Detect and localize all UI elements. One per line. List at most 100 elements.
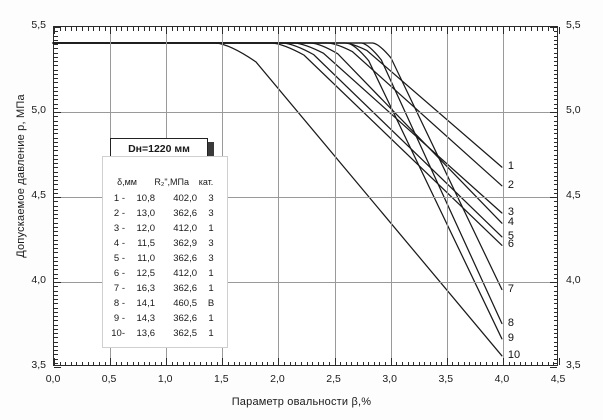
axis-tick	[54, 82, 58, 84]
axis-tick	[54, 44, 58, 45]
legend-header-row: δ,мм R₂",МПа кат.	[103, 177, 227, 187]
axis-tick	[54, 222, 58, 224]
axis-tick	[553, 124, 557, 126]
axis-tick	[54, 299, 58, 300]
axis-tick	[54, 107, 58, 109]
axis-tick	[407, 27, 409, 31]
axis-tick	[553, 341, 557, 343]
axis-tick	[497, 361, 499, 365]
axis-tick	[559, 27, 560, 34]
legend-r2: 362,6	[173, 313, 197, 324]
axis-tick	[54, 95, 58, 96]
legend-delta: 16,3	[136, 283, 156, 294]
axis-tick	[345, 27, 347, 31]
axis-tick	[121, 361, 123, 365]
axis-tick	[491, 27, 493, 31]
axis-tick	[519, 361, 521, 365]
axis-tick	[550, 112, 557, 113]
axis-tick	[306, 361, 308, 365]
axis-tick	[54, 320, 58, 322]
axis-tick	[424, 361, 426, 365]
axis-tick	[54, 328, 58, 330]
axis-tick	[452, 361, 454, 365]
legend-kat: 1	[208, 328, 214, 339]
axis-tick	[553, 163, 557, 164]
axis-tick	[553, 277, 557, 279]
axis-tick	[553, 290, 557, 292]
axis-tick	[553, 235, 557, 237]
axis-tick	[54, 205, 58, 207]
legend-kat: 3	[208, 208, 214, 219]
axis-tick	[553, 218, 557, 220]
x-tick-label: 2,5	[326, 373, 341, 385]
axis-tick	[553, 73, 557, 75]
x-axis-title: Параметр овальности β,%	[231, 396, 372, 408]
axis-tick	[295, 361, 297, 365]
axis-tick	[54, 307, 58, 309]
axis-tick	[261, 27, 263, 31]
axis-tick	[244, 361, 246, 365]
axis-tick	[553, 65, 557, 67]
axis-tick	[171, 361, 173, 365]
axis-tick	[132, 27, 134, 31]
axis-tick	[239, 27, 241, 31]
axis-tick	[553, 324, 557, 326]
axis-tick	[54, 116, 58, 118]
axis-tick	[553, 129, 557, 130]
axis-tick	[222, 358, 224, 365]
axis-tick	[54, 354, 58, 356]
y-tick-label-right: 4,0	[566, 274, 581, 286]
axis-tick	[250, 361, 252, 365]
axis-tick	[553, 231, 557, 232]
legend-delta: 14,3	[136, 313, 156, 324]
axis-tick	[227, 361, 229, 365]
legend-delta: 10,8	[136, 193, 156, 204]
axis-tick	[390, 27, 392, 34]
axis-tick	[317, 361, 319, 365]
axis-tick	[110, 27, 112, 34]
legend-index: 5 -	[113, 253, 125, 264]
axis-tick	[401, 27, 403, 31]
axis-tick	[553, 99, 557, 101]
axis-tick	[553, 226, 557, 228]
axis-tick	[183, 361, 185, 365]
axis-tick	[435, 27, 437, 31]
axis-tick	[54, 337, 58, 339]
axis-tick	[357, 361, 358, 365]
axis-tick	[373, 361, 375, 365]
axis-tick	[553, 180, 557, 181]
axis-tick	[530, 27, 532, 31]
axis-tick	[54, 239, 58, 241]
axis-tick	[553, 56, 557, 58]
axis-tick	[553, 90, 557, 92]
axis-tick	[435, 361, 437, 365]
axis-tick	[553, 158, 557, 160]
x-tick-label: 4,0	[494, 373, 510, 385]
axis-tick	[441, 361, 443, 365]
axis-tick	[362, 361, 364, 365]
axis-tick	[188, 361, 190, 365]
axis-tick	[211, 27, 213, 31]
axis-tick	[300, 27, 302, 31]
axis-tick	[312, 27, 314, 31]
axis-tick	[54, 256, 58, 258]
axis-tick	[54, 294, 58, 296]
axis-tick	[345, 361, 347, 365]
axis-tick	[54, 226, 58, 228]
axis-tick	[553, 133, 557, 135]
axis-tick	[205, 27, 207, 31]
axis-tick	[54, 35, 58, 37]
axis-tick	[54, 78, 58, 79]
axis-tick	[525, 361, 527, 365]
legend-kat: 1	[208, 268, 214, 279]
axis-tick	[553, 273, 557, 275]
axis-tick	[54, 358, 55, 365]
curve-end-label-1: 1	[507, 160, 514, 173]
y-tick-label-left: 5,5	[31, 19, 46, 31]
x-tick-label: 3,0	[382, 373, 397, 385]
axis-tick	[216, 361, 218, 365]
axis-tick	[553, 95, 557, 96]
legend-row: 2 - 13,0 362,6 3	[103, 208, 227, 219]
axis-tick	[373, 27, 375, 31]
axis-tick	[396, 27, 398, 31]
